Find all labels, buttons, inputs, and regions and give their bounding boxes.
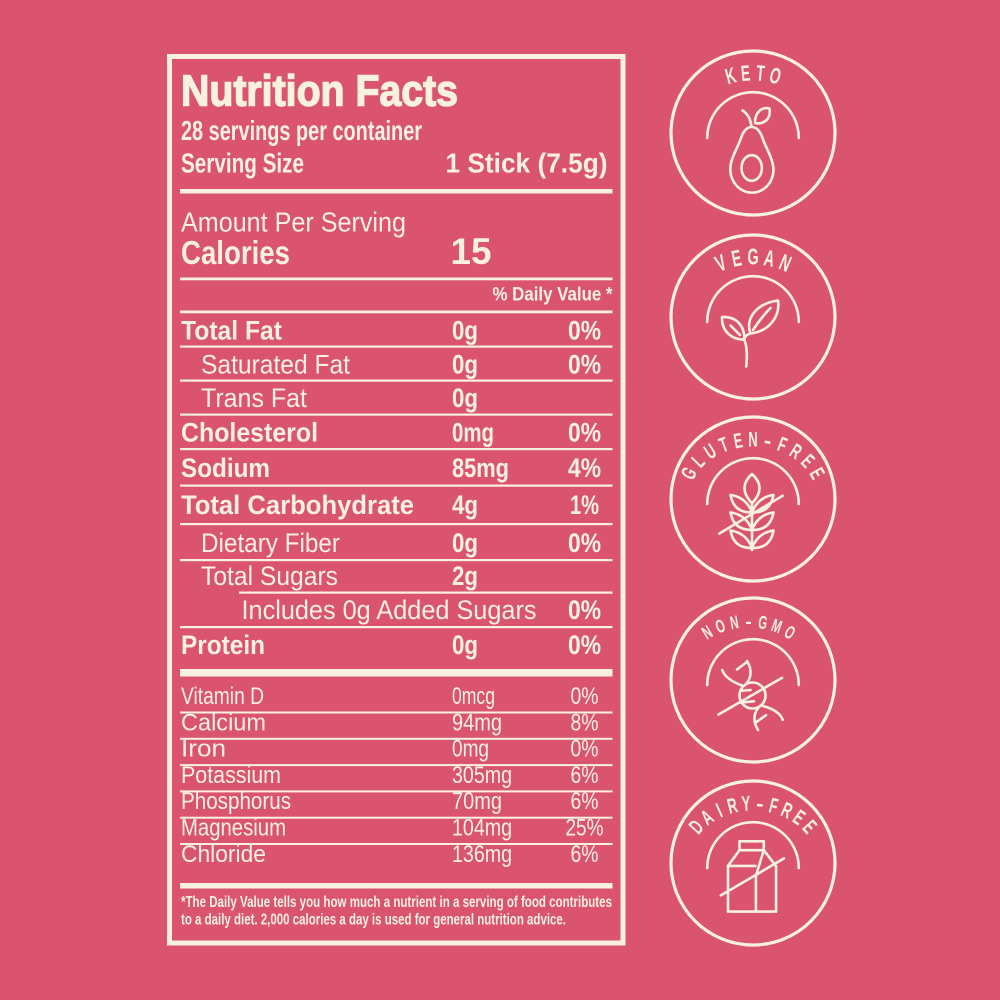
svg-text:N: N (748, 427, 757, 451)
svg-text:0mcg: 0mcg (452, 683, 495, 710)
svg-text:4%: 4% (568, 453, 601, 483)
svg-text:Serving Size: Serving Size (181, 148, 304, 179)
svg-text:-: - (762, 428, 774, 453)
svg-text:1%: 1% (570, 490, 599, 520)
svg-text:Calories: Calories (181, 234, 290, 271)
svg-text:25%: 25% (566, 815, 604, 842)
svg-text:28 servings per container: 28 servings per container (181, 115, 422, 146)
svg-text:0%: 0% (568, 350, 601, 380)
svg-text:A: A (762, 246, 777, 273)
svg-text:4g: 4g (452, 490, 478, 520)
svg-text:8%: 8% (571, 709, 599, 736)
svg-text:Total Carbohydrate: Total Carbohydrate (181, 490, 414, 520)
svg-text:G: G (757, 612, 769, 634)
svg-text:Iron: Iron (181, 736, 226, 763)
svg-text:1 Stick (7.5g): 1 Stick (7.5g) (446, 148, 608, 179)
svg-text:% Daily Value *: % Daily Value * (493, 285, 614, 306)
svg-text:0%: 0% (568, 316, 601, 346)
svg-text:Potassium: Potassium (181, 762, 281, 789)
svg-text:Total Sugars: Total Sugars (201, 561, 338, 591)
svg-text:Protein: Protein (181, 630, 265, 660)
svg-text:94mg: 94mg (452, 709, 502, 736)
svg-text:85mg: 85mg (452, 453, 509, 483)
svg-text:E: E (732, 428, 745, 453)
svg-text:-: - (755, 791, 765, 816)
svg-text:T: T (755, 60, 766, 86)
svg-text:0%: 0% (571, 683, 599, 710)
svg-text:0%: 0% (568, 528, 601, 558)
svg-text:0g: 0g (452, 383, 478, 413)
svg-text:0%: 0% (568, 418, 601, 448)
svg-text:136mg: 136mg (452, 841, 512, 868)
svg-text:0mg: 0mg (452, 736, 489, 763)
svg-text:Total Fat: Total Fat (181, 316, 282, 346)
svg-text:*The Daily Value tells you how: *The Daily Value tells you how much a nu… (181, 894, 612, 911)
svg-text:0g: 0g (452, 630, 478, 660)
svg-text:Phosphorus: Phosphorus (181, 788, 291, 815)
svg-text:E: E (740, 60, 751, 86)
svg-text:Saturated Fat: Saturated Fat (201, 350, 350, 380)
svg-text:0mg: 0mg (452, 418, 494, 448)
svg-text:Chloride: Chloride (181, 841, 266, 868)
svg-text:15: 15 (451, 231, 492, 272)
svg-text:Vitamin D: Vitamin D (181, 683, 264, 710)
svg-text:104mg: 104mg (452, 815, 512, 842)
svg-text:-: - (745, 612, 751, 632)
svg-text:0%: 0% (568, 630, 601, 660)
svg-text:6%: 6% (571, 788, 599, 815)
svg-text:Trans Fat: Trans Fat (201, 383, 307, 413)
svg-text:to a daily diet. 2,000 calorie: to a daily diet. 2,000 calories a day is… (181, 912, 566, 929)
svg-text:2g: 2g (452, 561, 478, 591)
svg-text:Calcium: Calcium (181, 709, 266, 736)
svg-text:Sodium: Sodium (181, 453, 270, 483)
svg-text:Dietary Fiber: Dietary Fiber (201, 528, 340, 558)
svg-text:Nutrition Facts: Nutrition Facts (181, 68, 458, 116)
svg-text:N: N (729, 613, 741, 635)
svg-text:Magnesium: Magnesium (181, 815, 286, 842)
svg-text:Includes 0g Added Sugars: Includes 0g Added Sugars (242, 595, 537, 625)
svg-text:0g: 0g (452, 350, 478, 380)
svg-text:Amount Per Serving: Amount Per Serving (181, 207, 406, 238)
svg-text:0%: 0% (571, 736, 599, 763)
svg-text:0%: 0% (568, 595, 601, 625)
svg-text:6%: 6% (571, 841, 599, 868)
svg-text:Cholesterol: Cholesterol (181, 418, 318, 448)
svg-text:6%: 6% (571, 762, 599, 789)
svg-text:305mg: 305mg (452, 762, 512, 789)
svg-text:Y: Y (741, 791, 752, 816)
svg-text:70mg: 70mg (452, 788, 502, 815)
svg-text:0g: 0g (452, 316, 478, 346)
svg-text:G: G (747, 245, 758, 270)
svg-text:0g: 0g (452, 528, 478, 558)
